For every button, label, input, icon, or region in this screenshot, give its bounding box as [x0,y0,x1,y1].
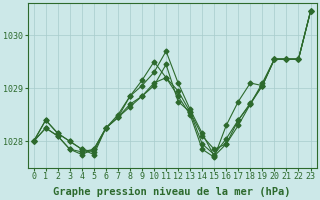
X-axis label: Graphe pression niveau de la mer (hPa): Graphe pression niveau de la mer (hPa) [53,186,291,197]
